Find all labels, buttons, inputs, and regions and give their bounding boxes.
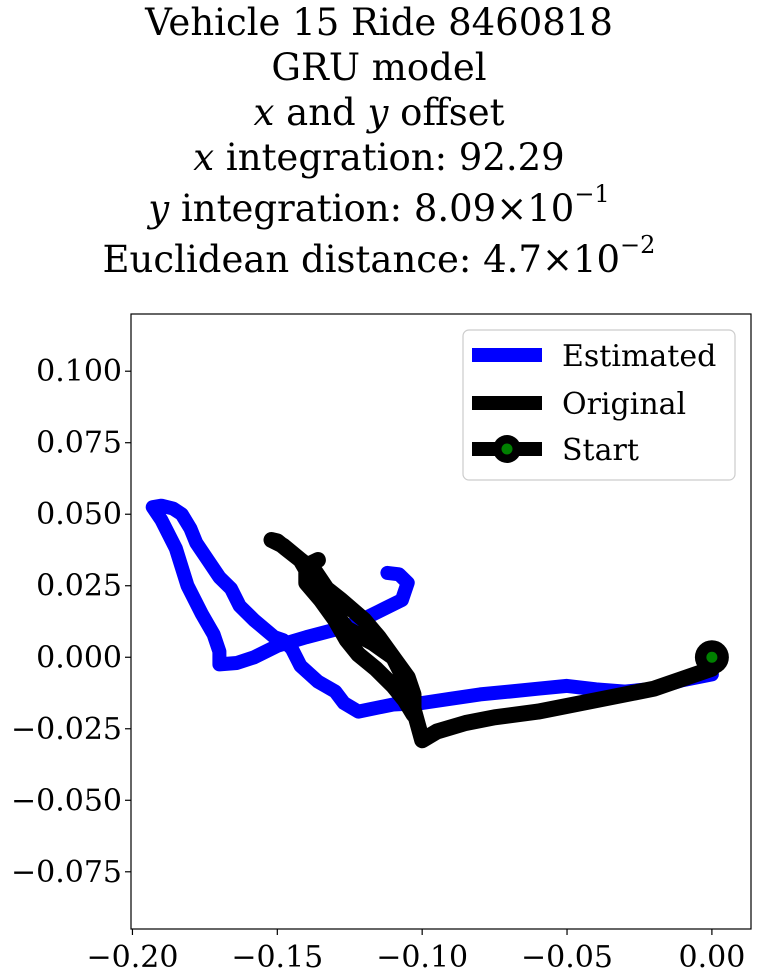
series-layer: [145, 498, 729, 749]
y-tick-label: −0.025: [11, 712, 122, 747]
legend-start-marker-center: [501, 443, 513, 455]
x-tick-label: −0.20: [86, 940, 178, 975]
legend-start-label: Start: [562, 433, 639, 468]
x-axis: −0.20 −0.15 −0.10 −0.05 0.00: [86, 929, 745, 975]
x-tick-label: −0.05: [521, 940, 613, 975]
legend-estimated-label: Estimated: [562, 339, 716, 374]
title-var-y-integration: y: [148, 187, 170, 230]
x-tick-label: −0.15: [231, 940, 323, 975]
legend-original-label: Original: [562, 387, 686, 422]
x-tick-label: −0.10: [376, 940, 468, 975]
title-var-x: x: [253, 91, 275, 134]
y-tick-label: −0.075: [11, 855, 122, 890]
y-tick-label: 0.100: [36, 354, 122, 389]
axes-frame: [130, 313, 752, 930]
title-and: and: [274, 91, 368, 134]
title-line-5: y integration: 8.09×10−1: [0, 182, 758, 231]
title-y-integration-value: integration: 8.09×10: [169, 187, 575, 230]
series-line-estimated: [145, 498, 719, 719]
y-tick-label: 0.050: [36, 497, 122, 532]
y-tick-label: 0.025: [36, 569, 122, 604]
title-line-3: x and y offset: [0, 90, 758, 135]
title-euclidean-value: Euclidean distance: 4.7×10: [102, 238, 621, 281]
y-tick-label: 0.000: [36, 640, 122, 675]
title-offset: offset: [388, 91, 505, 134]
x-tick-label: 0.00: [678, 940, 745, 975]
y-tick-label: 0.075: [36, 426, 122, 461]
legend: Estimated Original Start: [462, 329, 736, 481]
title-var-x-integration: x: [193, 136, 215, 179]
chart-title: Vehicle 15 Ride 8460818 GRU model x and …: [0, 0, 758, 282]
series-line-original: [263, 532, 720, 749]
start-marker-center: [706, 651, 718, 663]
title-line-2: GRU model: [271, 46, 487, 89]
title-var-y: y: [367, 91, 389, 134]
title-x-integration-value: integration: 92.29: [214, 136, 565, 179]
title-y-integration-exponent: −1: [574, 179, 610, 208]
y-tick-label: −0.050: [11, 783, 122, 818]
title-line-1: Vehicle 15 Ride 8460818: [145, 1, 613, 44]
title-line-6: Euclidean distance: 4.7×10−2: [0, 233, 758, 282]
y-axis: 0.100 0.075 0.050 0.025 0.000 −0.025 −0.050 −0.…: [11, 354, 131, 890]
title-euclidean-exponent: −2: [620, 230, 656, 259]
title-line-4: x integration: 92.29: [0, 135, 758, 180]
